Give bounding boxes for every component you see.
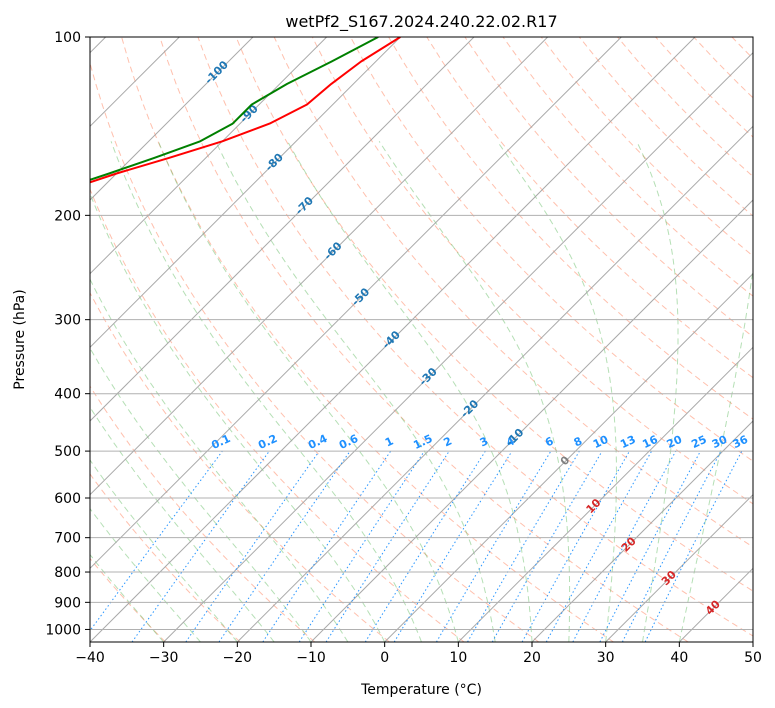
isotherm-line <box>90 37 696 642</box>
y-tick-label: 500 <box>54 444 81 460</box>
mixing-ratio-label: 36 <box>731 433 751 451</box>
mixing-ratio-line <box>572 450 677 642</box>
y-tick-label: 700 <box>54 531 81 547</box>
y-tick-label: 400 <box>54 387 81 403</box>
mixing-ratio-label: 16 <box>640 433 660 451</box>
dry-adiabat <box>90 385 316 642</box>
x-axis: −40 −30 −20 −10 0 10 20 30 40 50 <box>75 642 762 666</box>
y-tick-label: 100 <box>54 30 81 46</box>
isotherm-line <box>90 37 254 201</box>
dry-adiabat <box>426 37 753 379</box>
dry-adiabat <box>159 37 689 642</box>
x-tick-label: 40 <box>670 650 688 666</box>
isotherm-line <box>163 51 753 642</box>
dry-adiabat <box>235 37 753 592</box>
mixing-ratio-line <box>393 450 513 642</box>
chart-title: wetPf2_S167.2024.240.22.02.R17 <box>285 12 557 32</box>
isotherm-line <box>90 37 475 422</box>
dry-adiabat <box>273 37 753 548</box>
x-axis-label: Temperature (°C) <box>360 682 482 698</box>
y-tick-label: 200 <box>54 208 81 224</box>
isotherm-line <box>90 37 549 496</box>
dry-adiabat <box>350 37 753 462</box>
dewpoint-profile <box>90 37 379 181</box>
y-axis: 100 200 300 400 500 600 700 800 900 1000 <box>45 30 90 638</box>
dry-adiabat <box>464 37 753 338</box>
x-tick-label: 0 <box>380 650 389 666</box>
y-tick-label: 900 <box>54 595 81 611</box>
isotherm-line <box>90 37 328 275</box>
temperature-profile <box>90 37 401 184</box>
dry-adiabat <box>121 37 614 642</box>
y-tick-label: 1000 <box>45 622 81 638</box>
y-axis-label: Pressure (hPa) <box>12 289 28 389</box>
mixing-ratio-label: 13 <box>618 433 637 451</box>
y-tick-label: 600 <box>54 491 81 507</box>
mixing-ratio-line <box>218 450 351 642</box>
isotherm-line <box>310 199 753 642</box>
profiles <box>90 37 401 184</box>
x-tick-label: −20 <box>223 650 253 666</box>
isotherm-line <box>457 346 753 642</box>
dry-adiabat <box>311 37 753 505</box>
x-tick-label: −40 <box>75 650 105 666</box>
x-tick-label: 30 <box>597 650 615 666</box>
dry-adiabat <box>90 291 390 642</box>
dry-adiabat <box>90 61 540 642</box>
mixing-ratio-line <box>131 450 270 642</box>
mixing-ratio-line <box>521 450 630 642</box>
dry-adiabat <box>90 473 241 642</box>
mixing-ratio-line <box>545 450 653 642</box>
y-tick-label: 300 <box>54 313 81 329</box>
x-tick-label: 10 <box>449 650 467 666</box>
pressure-grid <box>90 37 753 630</box>
isotherm-line <box>90 37 401 349</box>
mixing-ratio-line <box>644 450 743 642</box>
x-tick-label: −10 <box>296 650 326 666</box>
mixing-ratio-line <box>185 450 320 642</box>
x-tick-label: 50 <box>744 650 762 666</box>
mixing-ratio-line <box>325 450 450 642</box>
mixing-ratio-line <box>90 450 223 632</box>
isotherm-line <box>531 420 753 642</box>
mixing-ratio-label: 10 <box>591 433 611 451</box>
x-tick-label: 20 <box>523 650 541 666</box>
mixing-ratio-line <box>298 450 425 642</box>
x-tick-label: −30 <box>149 650 179 666</box>
isotherm-line <box>90 37 622 570</box>
isotherm-line <box>236 125 753 642</box>
dry-adiabat <box>502 37 753 297</box>
dry-adiabat <box>388 37 753 420</box>
y-tick-label: 800 <box>54 565 81 581</box>
isotherm-line <box>605 493 753 642</box>
plot-frame <box>89 36 754 643</box>
mixing-ratio-label: 20 <box>665 433 685 451</box>
isotherm-line <box>384 272 753 642</box>
mixing-ratio-label: 25 <box>689 433 708 451</box>
dry-adiabat <box>90 188 465 642</box>
mixing-ratio-line <box>262 450 392 642</box>
mixing-ratio-label: 30 <box>710 433 730 451</box>
